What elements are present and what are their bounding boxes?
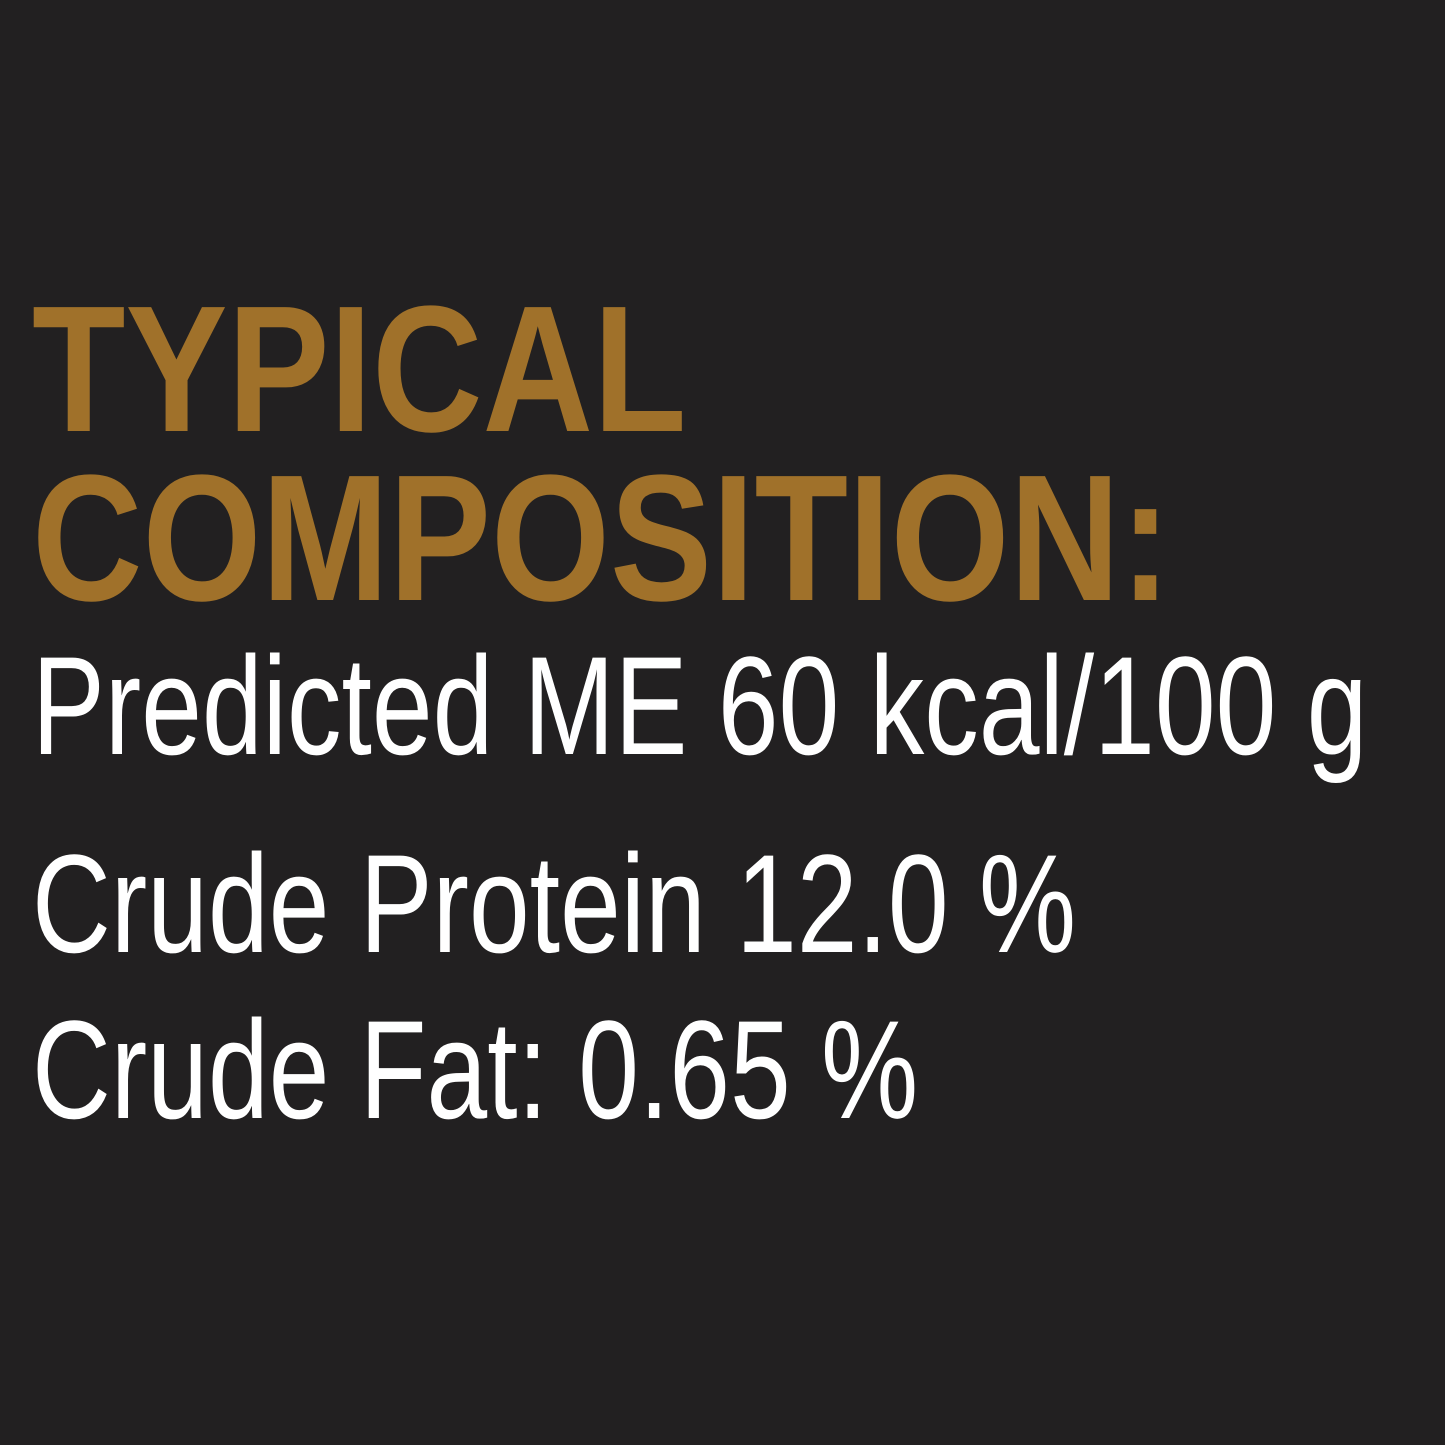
composition-energy: Predicted ME 60 kcal/100 g <box>32 627 1368 784</box>
heading-line-2: COMPOSITION: <box>32 438 1171 639</box>
composition-fat: Crude Fat: 0.65 % <box>32 991 919 1148</box>
heading-line-1: TYPICAL <box>32 269 687 470</box>
composition-protein: Crude Protein 12.0 % <box>32 825 1077 982</box>
